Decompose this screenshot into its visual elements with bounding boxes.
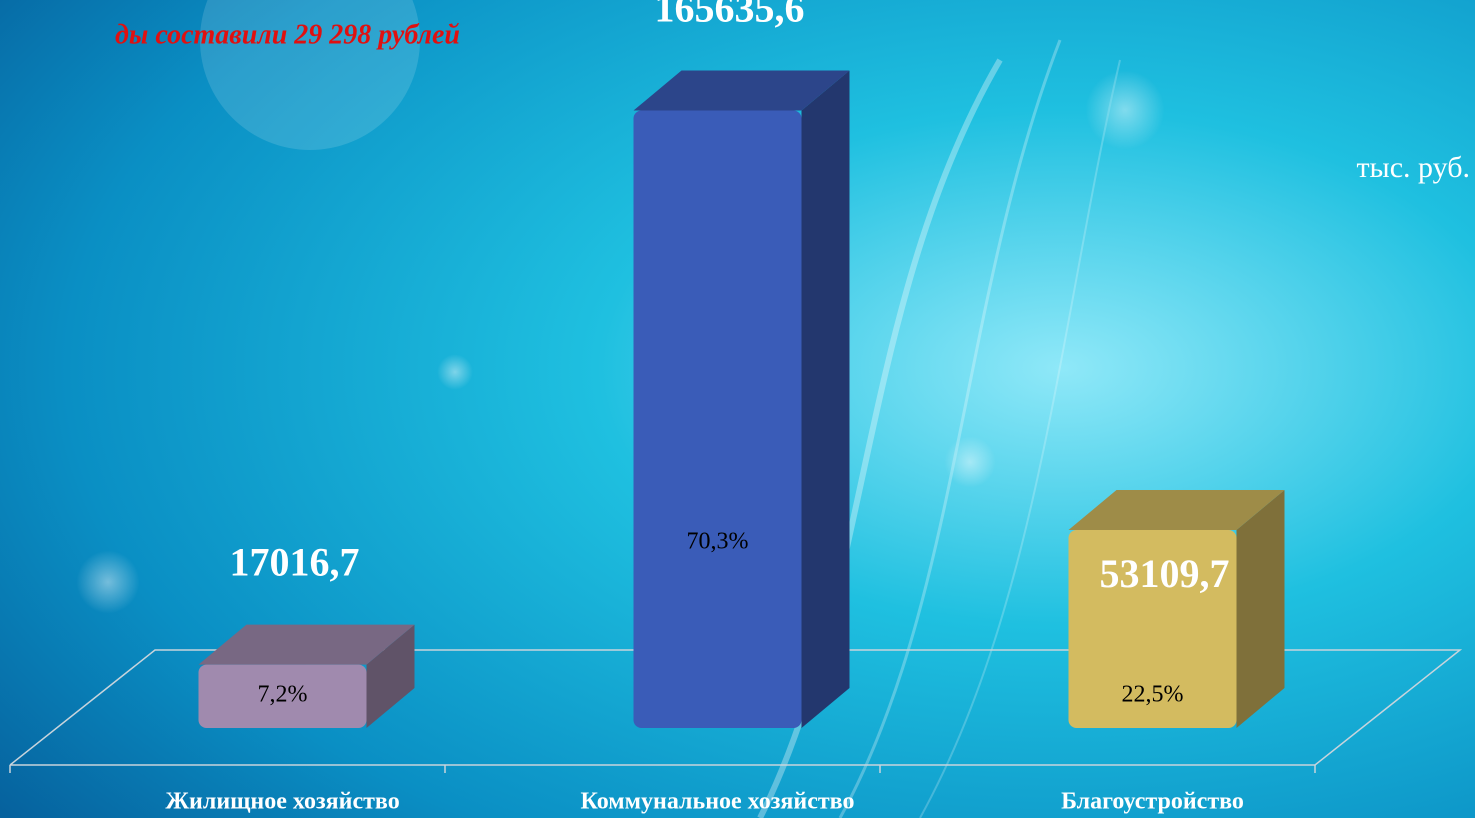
bar-top [1068,490,1285,531]
bar [633,110,802,728]
value-label: 53109,7 [1100,551,1230,596]
bar-top [633,70,850,111]
bar-side [1236,490,1285,728]
bar-side [366,624,415,728]
x-tick-label: Жилищное хозяйство [165,789,399,815]
share-label: 22,5% [1122,682,1184,708]
x-tick-label: Благоустройство [1061,789,1244,815]
bar-top [198,624,415,665]
x-tick-label: Коммунальное хозяйство [581,789,855,815]
bar-side [801,70,850,728]
unit-label: тыс. руб. [1356,151,1470,184]
bar [198,664,367,728]
share-label: 70,3% [687,528,749,554]
value-label: 165635,6 [655,0,805,31]
share-label: 7,2% [258,682,308,708]
value-label: 17016,7 [230,540,360,585]
bar [1068,530,1237,728]
decoration [76,0,1165,818]
annotation: ды составили 29 298 рублей [115,19,460,50]
